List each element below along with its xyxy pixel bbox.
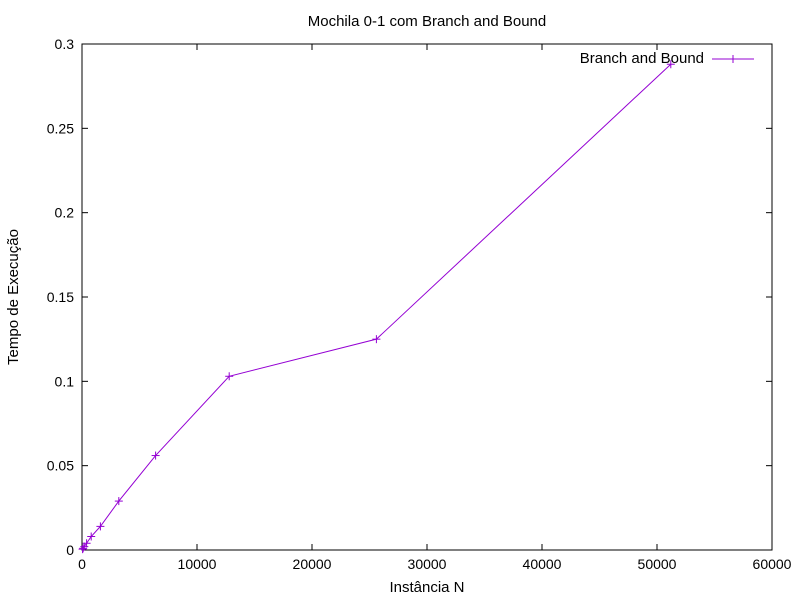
y-tick-label: 0 [66,542,74,558]
y-tick-label: 0.25 [47,120,74,136]
chart-title: Mochila 0-1 com Branch and Bound [308,13,546,30]
x-tick-label: 10000 [178,556,217,572]
x-tick-label: 0 [78,556,86,572]
x-tick-label: 30000 [408,556,447,572]
plot-frame [81,43,773,551]
data-point [666,60,675,69]
data-point [79,544,88,553]
legend: Branch and Bound [580,50,754,67]
x-axis-ticks: 0 10000 20000 30000 40000 50000 60000 [78,44,792,572]
legend-label: Branch and Bound [580,50,704,67]
x-axis-title: Instância N [389,579,464,596]
x-tick-label: 20000 [293,556,332,572]
y-tick-label: 0.05 [47,458,74,474]
data-point [87,532,96,541]
y-axis-ticks: 0 0.05 0.1 0.15 0.2 0.25 0.3 [47,36,772,558]
y-tick-label: 0.15 [47,289,74,305]
data-point [114,497,123,506]
x-tick-label: 50000 [638,556,677,572]
x-tick-label: 60000 [753,556,792,572]
data-point [372,335,381,344]
y-axis-title: Tempo de Execução [5,229,22,365]
data-point [225,372,234,381]
x-tick-label: 40000 [523,556,562,572]
data-point [96,522,105,531]
data-point [82,539,91,548]
y-tick-label: 0.1 [55,373,75,389]
legend-marker [729,55,737,63]
data-point [151,451,160,460]
series-layer [78,60,675,554]
y-tick-label: 0.2 [55,205,75,221]
series-line [82,63,672,550]
y-tick-label: 0.3 [55,36,75,52]
